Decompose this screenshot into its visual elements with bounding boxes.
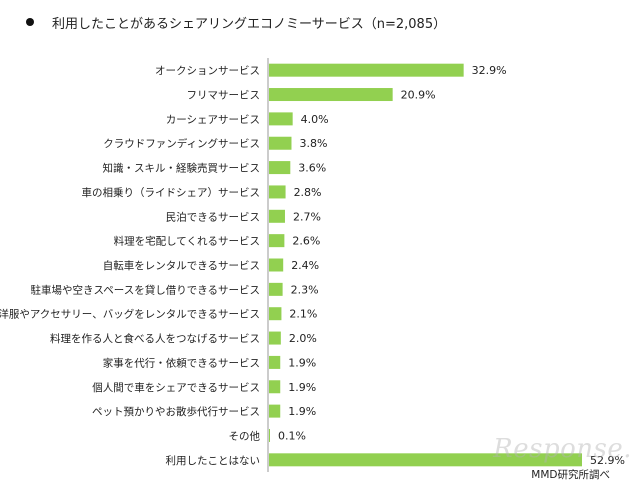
category-label: 車の相乗り（ライドシェア）サービス [82,186,261,199]
chart-title: 利用したことがあるシェアリングエコノミーサービス（n=2,085） [52,16,447,32]
value-label: 2.8% [294,186,322,199]
category-label: オークションサービス [155,65,260,77]
category-label: 料理を宅配してくれるサービス [114,235,260,248]
bar [269,136,292,150]
bar [269,63,464,77]
category-label: 知識・スキル・経験売買サービス [103,162,261,175]
category-label: 駐車場や空きスペースを貸し借りできるサービス [30,283,260,296]
bar [269,112,293,126]
category-label: その他 [229,429,261,442]
category-label: クラウドファンディングサービス [103,137,260,150]
value-label: 1.9% [288,356,316,369]
bar [269,88,393,102]
category-label: フリマサービス [187,90,261,102]
bullet-icon [26,18,34,26]
value-label: 1.9% [288,381,316,394]
value-label: 2.3% [291,283,319,296]
value-label: 1.9% [288,405,316,418]
bar [269,209,285,223]
value-label: 2.4% [291,259,319,272]
value-label: 3.8% [299,137,327,150]
value-label: 2.1% [289,308,317,321]
bar [269,404,281,418]
chart-title-row: 利用したことがあるシェアリングエコノミーサービス（n=2,085） [26,12,446,32]
category-label: 自転車をレンタルできるサービス [103,259,260,272]
category-label: 利用したことはない [166,455,261,467]
bar [269,331,281,345]
value-label: 52.9% [590,454,625,467]
bar [269,355,281,369]
bar [269,380,281,394]
value-label: 32.9% [472,64,507,77]
bar [269,185,286,199]
category-label: 個人間で車をシェアできるサービス [92,381,260,394]
category-label: ペット預かりやお散歩代行サービス [92,405,260,418]
source-note: MMD研究所調べ [531,469,610,481]
bar [269,282,283,296]
category-label: 家事を代行・依頼できるサービス [103,356,260,369]
value-label: 2.0% [289,332,317,345]
value-label: 2.6% [292,235,320,248]
bar [269,161,291,175]
bar [269,428,270,442]
bar [269,258,284,272]
value-label: 3.6% [298,162,326,175]
category-label: 民泊できるサービス [166,211,260,223]
watermark-logo: Response. [493,434,632,464]
value-label: 2.7% [293,210,321,223]
value-label: 4.0% [301,113,329,126]
bar [269,453,582,467]
category-label: 料理を作る人と食べる人をつなげるサービス [50,332,260,345]
category-label: 洋服やアクセサリー、バッグをレンタルできるサービス [0,308,260,321]
value-label: 0.1% [278,429,306,442]
bar [269,307,282,321]
value-label: 20.9% [401,89,436,102]
bar [269,234,285,248]
category-label: カーシェアサービス [166,114,260,126]
